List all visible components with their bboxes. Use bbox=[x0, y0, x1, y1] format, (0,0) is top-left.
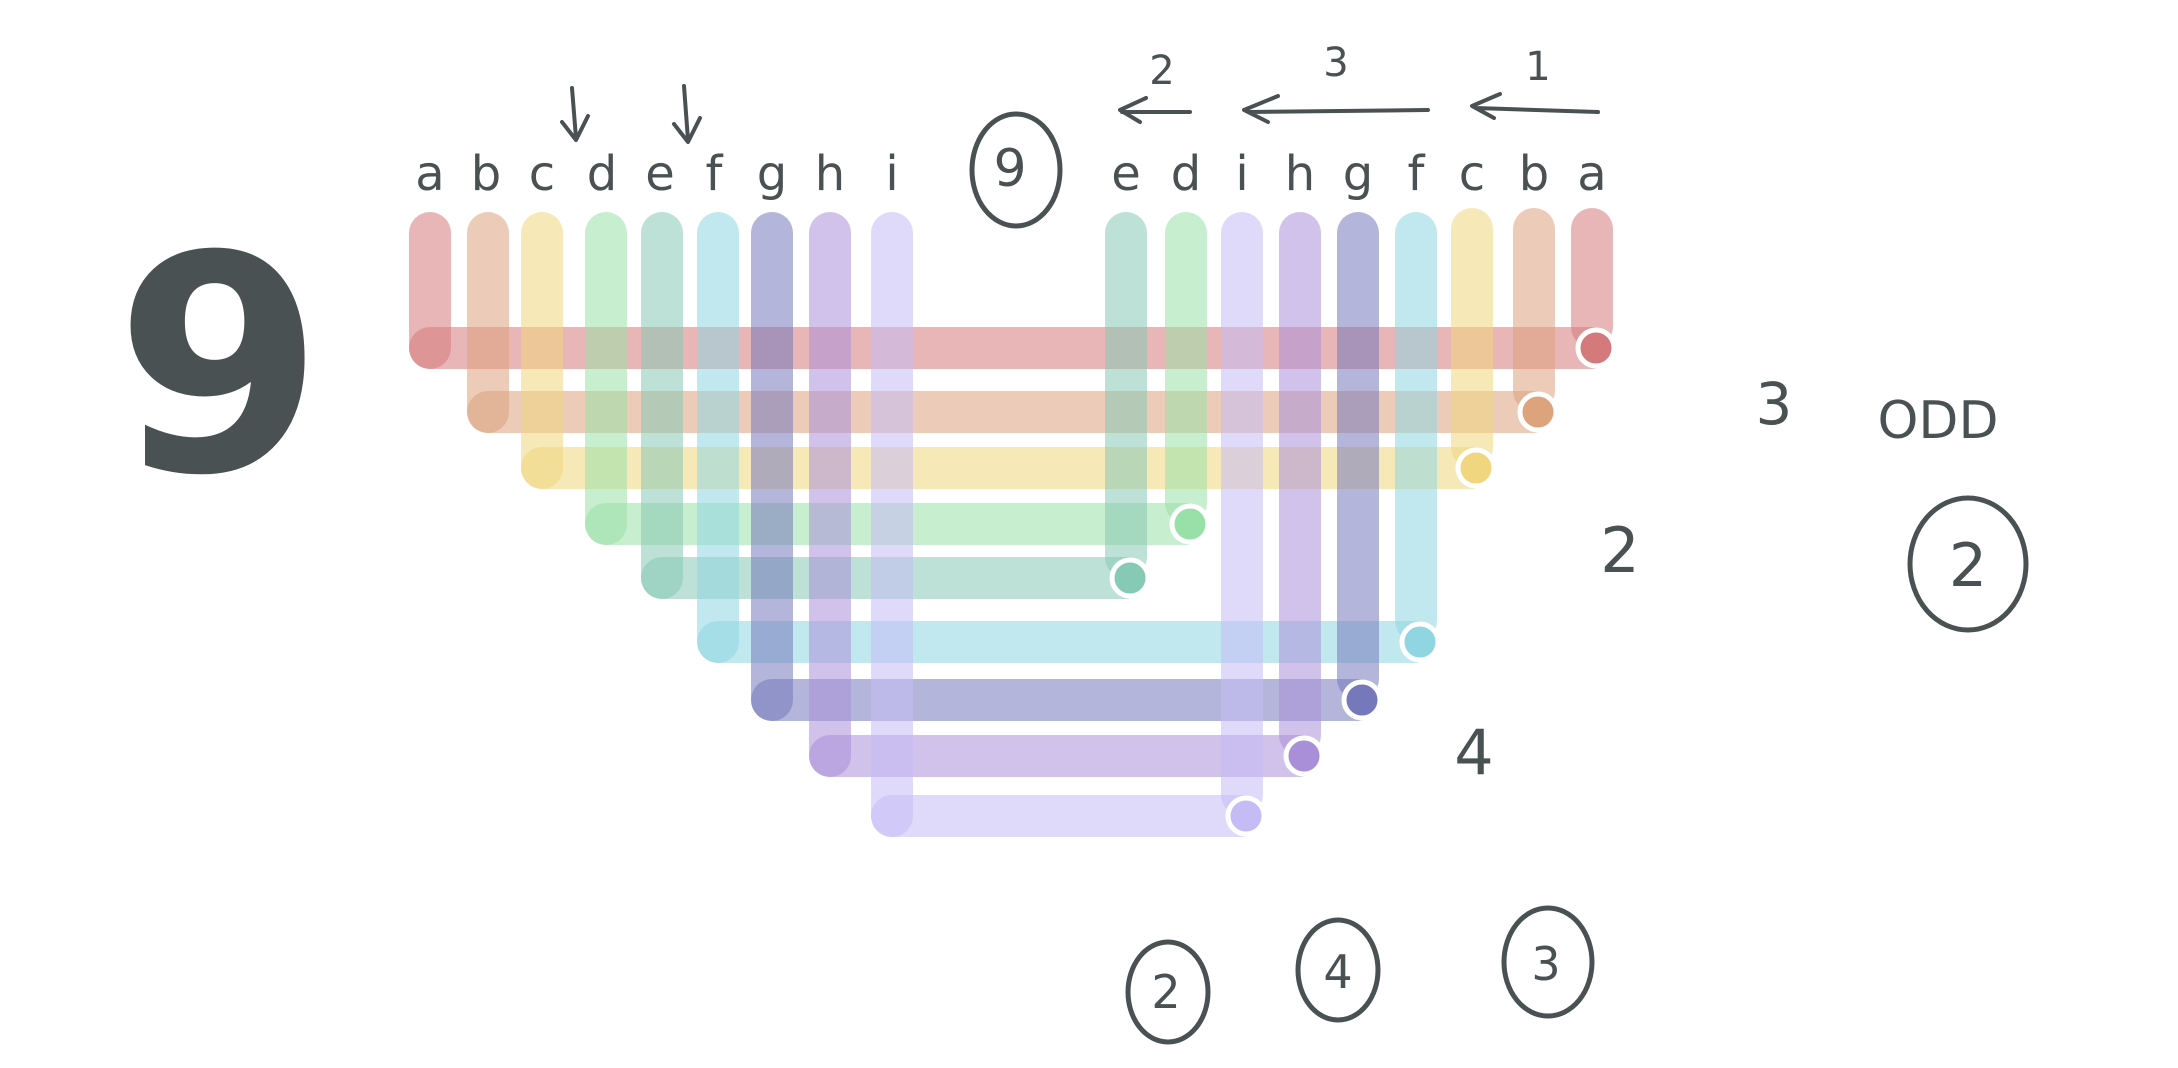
bottom-circle-ring bbox=[1501, 905, 1595, 1019]
bar-left-i bbox=[871, 212, 913, 837]
bar-end-dot-f bbox=[1399, 621, 1441, 663]
bar-end-dot-g bbox=[1341, 679, 1383, 721]
bar-left-g bbox=[751, 212, 793, 721]
right-letter: d bbox=[1171, 146, 1201, 202]
right-letter: i bbox=[1235, 146, 1248, 202]
color-bars bbox=[409, 208, 1617, 837]
left-letter: e bbox=[645, 146, 675, 202]
bottom-circled-number: 3 bbox=[1531, 937, 1560, 991]
right-letter: c bbox=[1459, 146, 1485, 202]
bar-right-a bbox=[1571, 208, 1613, 348]
bar-right-b bbox=[1513, 208, 1555, 412]
left-letter: h bbox=[815, 146, 845, 202]
bar-end-dot-c bbox=[1455, 447, 1497, 489]
bar-right-e bbox=[1105, 212, 1147, 578]
left-letter: a bbox=[415, 146, 444, 202]
bar-end-dot-b bbox=[1517, 391, 1559, 433]
side-note-count-3: 3 bbox=[1756, 370, 1793, 438]
side-note-odd: ODD bbox=[1877, 391, 1998, 451]
group-number: 1 bbox=[1525, 44, 1550, 90]
bar-left-e bbox=[641, 212, 683, 599]
left-letter: f bbox=[706, 146, 724, 202]
bottom-circled-number: 4 bbox=[1323, 945, 1352, 999]
right-letter: e bbox=[1111, 146, 1141, 202]
bar-horizontal-h bbox=[809, 735, 1321, 777]
bar-right-i bbox=[1221, 212, 1263, 816]
left-letter: c bbox=[529, 146, 555, 202]
bar-right-h bbox=[1279, 212, 1321, 756]
bar-left-f bbox=[697, 212, 739, 663]
big-number: 9 bbox=[115, 192, 324, 541]
left-letter: b bbox=[471, 146, 501, 202]
bar-right-c bbox=[1451, 208, 1493, 468]
group-number: 3 bbox=[1323, 40, 1348, 86]
bar-left-d bbox=[585, 212, 627, 545]
bar-horizontal-f bbox=[697, 621, 1437, 663]
left-letter: i bbox=[885, 146, 898, 202]
group-arrows: 2 3 1 bbox=[1118, 40, 1600, 124]
right-letter: h bbox=[1285, 146, 1315, 202]
bar-right-f bbox=[1395, 212, 1437, 642]
left-arrow-icon bbox=[1118, 96, 1192, 124]
right-letter-row: e d i h g f c b a bbox=[1111, 146, 1606, 202]
right-letter: a bbox=[1577, 146, 1606, 202]
right-letter: b bbox=[1519, 146, 1549, 202]
left-arrow-icon bbox=[1470, 92, 1600, 120]
left-letter: d bbox=[587, 146, 617, 202]
circled-total-ring bbox=[969, 111, 1063, 229]
bottom-circle-ring bbox=[1295, 917, 1381, 1023]
bar-end-dot-h bbox=[1283, 735, 1325, 777]
bar-right-g bbox=[1337, 212, 1379, 700]
bar-right-d bbox=[1165, 212, 1207, 524]
bar-end-dot-d bbox=[1169, 503, 1211, 545]
side-note-count-4: 4 bbox=[1454, 716, 1493, 789]
bar-end-dot-e bbox=[1109, 557, 1151, 599]
bar-left-h bbox=[809, 212, 851, 777]
side-note-count-2: 2 bbox=[1600, 514, 1639, 587]
bar-end-dot-i bbox=[1225, 795, 1267, 837]
side-note-circled-2: 2 bbox=[1949, 531, 1987, 601]
right-letter: g bbox=[1343, 146, 1373, 202]
bar-horizontal-i bbox=[871, 795, 1263, 837]
circled-total: 9 bbox=[993, 139, 1026, 199]
left-arrow-icon bbox=[1242, 94, 1430, 124]
bottom-circle-ring bbox=[1125, 939, 1211, 1045]
bar-end-dot-a bbox=[1575, 327, 1617, 369]
left-letter-row: a b c d e f g h i bbox=[415, 146, 898, 202]
down-arrow-icon bbox=[672, 84, 702, 144]
bar-horizontal-b bbox=[467, 391, 1555, 433]
down-arrow-icon bbox=[560, 86, 590, 142]
left-letter: g bbox=[757, 146, 787, 202]
bar-left-c bbox=[521, 212, 563, 489]
down-arrows bbox=[560, 84, 702, 144]
side-note-circle-ring bbox=[1907, 495, 2029, 633]
group-number: 2 bbox=[1149, 48, 1174, 94]
right-letter: f bbox=[1408, 146, 1426, 202]
bar-left-b bbox=[467, 212, 509, 433]
bottom-circled-number: 2 bbox=[1151, 965, 1180, 1019]
